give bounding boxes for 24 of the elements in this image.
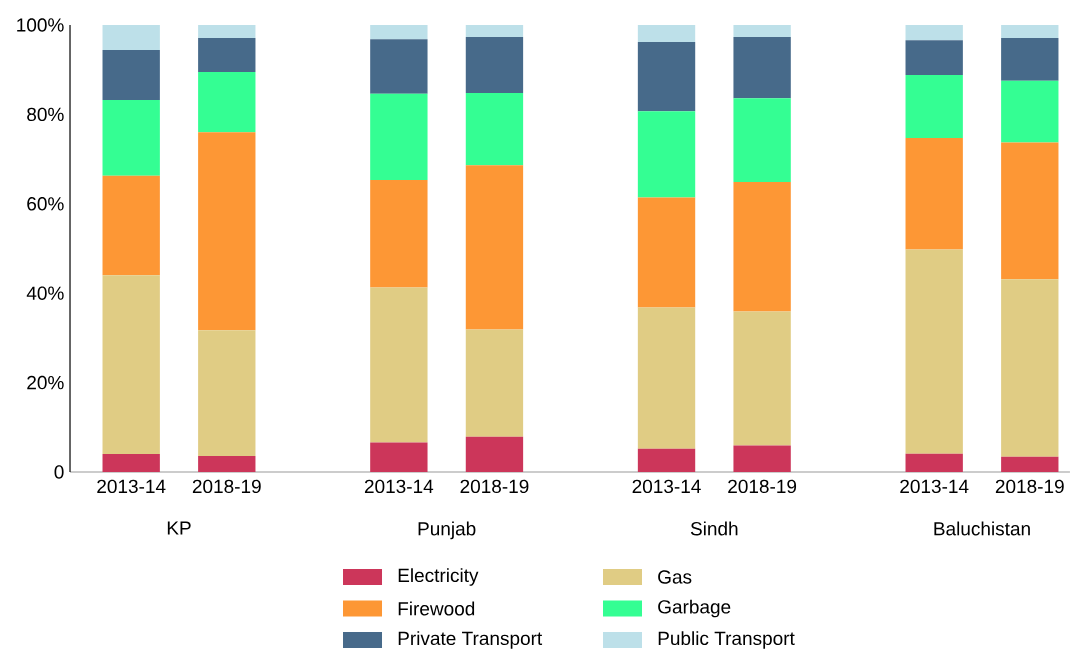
x-tick-label: 2018-19 bbox=[728, 479, 797, 494]
x-tick-label: 2018-19 bbox=[460, 479, 529, 494]
y-tick-label: 20% bbox=[27, 375, 64, 390]
y-tick-label: 0 bbox=[54, 465, 64, 479]
y-tick-label: 60% bbox=[27, 197, 64, 211]
x-tick-label: 2013-14 bbox=[97, 479, 166, 494]
text: KP bbox=[167, 521, 191, 535]
text: Baluchistan bbox=[934, 521, 1030, 536]
x-tick-label: 2018-19 bbox=[192, 479, 261, 494]
legend-label: Gas bbox=[658, 570, 692, 584]
x-tick-label: 2013-14 bbox=[364, 479, 434, 494]
x-tick-label: 2013-14 bbox=[632, 479, 701, 494]
y-tick-label: 80% bbox=[27, 107, 64, 122]
text: Sindh bbox=[690, 521, 738, 536]
x-tick-label: 2018-19 bbox=[995, 479, 1064, 494]
y-tick-label: 40% bbox=[26, 286, 64, 300]
x-tick-label: 2013-14 bbox=[900, 479, 969, 494]
y-tick-label: 100% bbox=[17, 18, 64, 32]
legend-label: Private Transport bbox=[398, 631, 543, 649]
legend-label: Firewood bbox=[398, 601, 475, 616]
legend-label: Public Transport bbox=[658, 631, 795, 649]
legend-label: Garbage bbox=[658, 599, 731, 618]
legend-label: Electricity bbox=[398, 568, 479, 586]
text: Punjab bbox=[418, 521, 476, 540]
